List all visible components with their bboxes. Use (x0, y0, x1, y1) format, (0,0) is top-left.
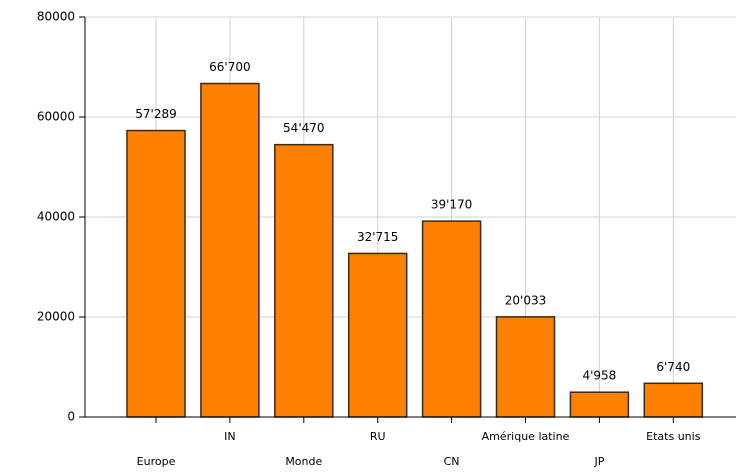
x-tick-label: Europe (137, 455, 176, 468)
data-label: 39'170 (431, 198, 472, 212)
bar (126, 129, 186, 418)
y-tick-label: 80000 (37, 10, 75, 24)
data-label: 20'033 (505, 293, 546, 307)
data-label: 54'470 (283, 121, 324, 135)
bar (421, 220, 482, 418)
bar (200, 82, 260, 418)
x-tick-label: Etats unis (646, 430, 701, 443)
y-tick-label: 40000 (37, 210, 75, 224)
data-label: 57'289 (135, 107, 176, 121)
y-tick-label: 20000 (37, 310, 75, 324)
data-label: 4'958 (582, 369, 616, 383)
data-label: 32'715 (357, 230, 398, 244)
x-tick-label: IN (224, 430, 235, 443)
x-tick-label: Monde (285, 455, 322, 468)
bar (643, 382, 704, 418)
bar (495, 316, 556, 418)
bar (347, 252, 408, 418)
y-tick-label: 60000 (37, 110, 75, 124)
y-tick-label: 0 (67, 410, 75, 424)
bar (569, 391, 630, 418)
x-tick-label: JP (593, 455, 604, 468)
x-tick-label: CN (444, 455, 460, 468)
data-label: 66'700 (209, 60, 250, 74)
data-label: 6'740 (656, 360, 690, 374)
x-tick-label: Amérique latine (482, 430, 570, 443)
bar (274, 143, 334, 418)
x-tick-label: RU (370, 430, 386, 443)
